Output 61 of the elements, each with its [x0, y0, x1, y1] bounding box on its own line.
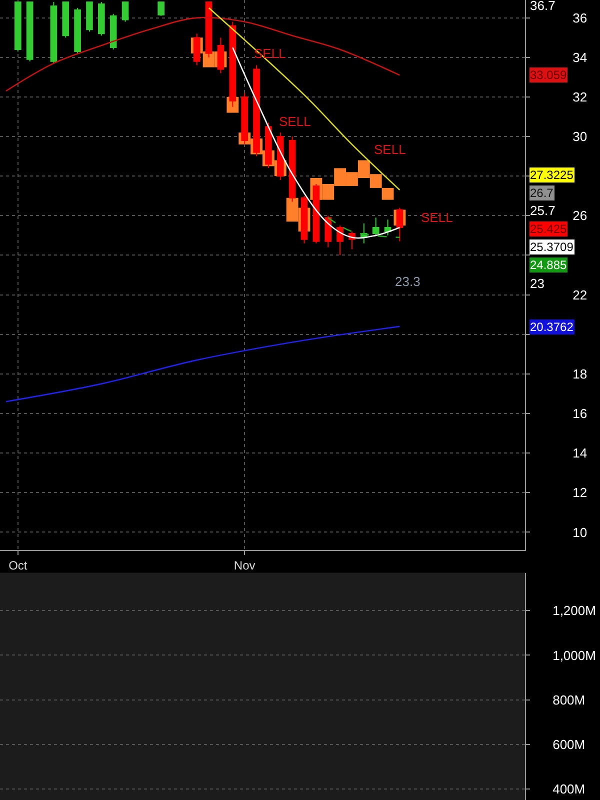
annotation: SELL: [374, 142, 406, 157]
candlestick: [372, 217, 380, 236]
candlestick: [265, 122, 272, 169]
annotation: SELL: [421, 210, 453, 225]
candlestick: [122, 1, 129, 22]
candlestick: [205, 1, 212, 58]
y-tick-label: 32: [572, 89, 588, 104]
candlestick: [62, 1, 70, 38]
candlestick: [324, 215, 332, 248]
y-tick-label: 800M: [552, 692, 586, 708]
candlestick: [217, 37, 224, 74]
y-tick-label: 12: [572, 485, 588, 500]
candlestick: [241, 92, 248, 145]
text: 20.3762: [530, 320, 574, 334]
candlestick: [253, 64, 260, 157]
candlestick: [158, 1, 164, 16]
text: 23: [530, 276, 544, 291]
text: 24.885: [530, 258, 568, 272]
y-tick-label: 16: [572, 406, 588, 422]
text: 27.3225: [530, 168, 574, 182]
candlestick: [384, 219, 392, 236]
candlestick: [300, 195, 308, 244]
candlestick: [229, 21, 236, 108]
bar: [382, 188, 394, 200]
y-tick-label: 600M: [552, 736, 586, 752]
line-series: [5, 16, 400, 92]
candlestick: [193, 33, 200, 66]
y-tick-label: 10: [572, 524, 588, 540]
candlestick: [98, 1, 105, 36]
candlestick: [312, 183, 320, 244]
annotation: SELL: [279, 114, 311, 129]
y-tick-label: 1,000M: [552, 648, 596, 663]
candlestick: [26, 1, 34, 62]
x-tick-label: Nov: [234, 558, 256, 572]
y-tick-label: 22: [572, 287, 588, 302]
candlestick: [50, 1, 58, 64]
y-tick-label: 1,200M: [552, 603, 596, 618]
candlestick: [336, 225, 344, 256]
candlestick: [110, 13, 117, 50]
x-tick-label: Oct: [8, 558, 28, 572]
y-tick-label: 36: [572, 10, 588, 26]
y-tick-label: 18: [572, 366, 588, 382]
candlestick: [86, 1, 93, 32]
y-tick-label: 26: [572, 208, 588, 224]
text: 26.7: [530, 186, 554, 200]
text: 25.3709: [530, 240, 574, 254]
candlestick: [14, 1, 22, 52]
candlestick: [74, 7, 81, 54]
y-tick-label: 400M: [552, 781, 586, 796]
candlestick: [288, 136, 296, 202]
annotation: 23.3: [395, 274, 420, 289]
candlestick: [276, 132, 284, 181]
y-tick-label: 34: [572, 50, 588, 65]
line-series: [5, 326, 400, 402]
text: 36.7: [530, 0, 556, 13]
text: 33.059: [530, 68, 568, 82]
candlestick: [396, 207, 404, 242]
y-tick-label: 14: [572, 446, 588, 461]
text: 25.425: [530, 222, 568, 236]
text: 25.7: [530, 203, 556, 218]
y-tick-label: 30: [572, 129, 588, 144]
